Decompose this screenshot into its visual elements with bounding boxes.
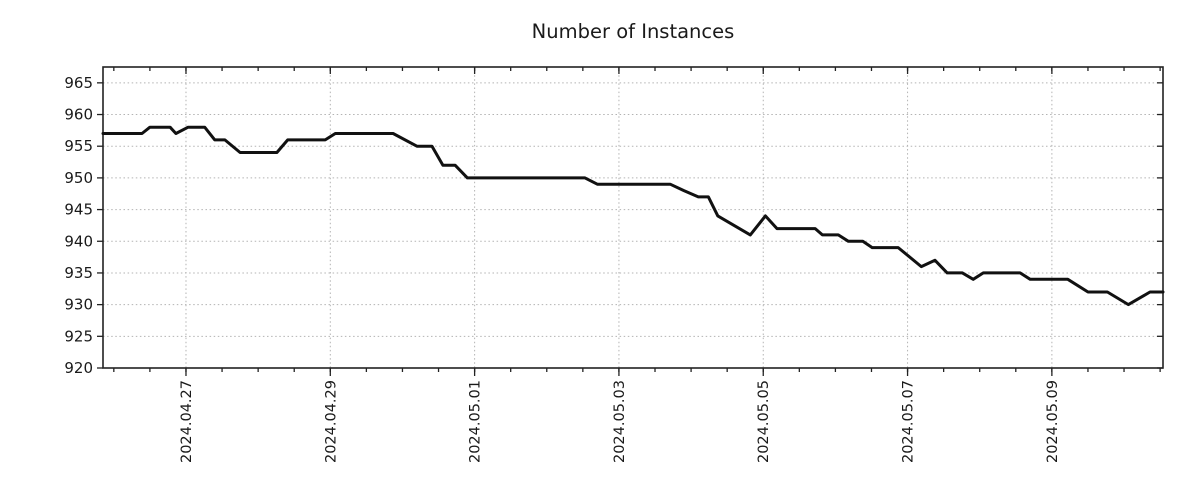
y-tick-label: 965 xyxy=(64,74,93,92)
y-tick-label: 920 xyxy=(64,359,93,377)
y-tick-label: 960 xyxy=(64,106,93,124)
series-line xyxy=(101,125,1165,307)
x-tick-label: 2024.05.07 xyxy=(901,380,917,463)
x-tick-label: 2024.05.01 xyxy=(468,380,484,463)
y-tick-label: 955 xyxy=(64,137,93,155)
x-tick-label: 2024.05.03 xyxy=(612,380,628,463)
y-tick-label: 925 xyxy=(64,327,93,345)
y-tick-label: 935 xyxy=(64,264,93,282)
x-tick-label: 2024.04.29 xyxy=(323,380,339,463)
y-tick-label: 950 xyxy=(64,169,93,187)
y-tick-label: 940 xyxy=(64,232,93,250)
y-tick-label: 930 xyxy=(64,296,93,314)
x-tick-label: 2024.04.27 xyxy=(179,380,195,463)
chart-title: Number of Instances xyxy=(532,20,735,43)
x-tick-label: 2024.05.05 xyxy=(756,380,772,463)
plot-area: 920 925 930 935 940 945 950 955 960 965 2024.04.27… xyxy=(64,66,1165,463)
axes-frame xyxy=(102,66,1164,369)
y-tick-label: 945 xyxy=(64,201,93,219)
x-tick-label: 2024.05.09 xyxy=(1045,380,1061,463)
